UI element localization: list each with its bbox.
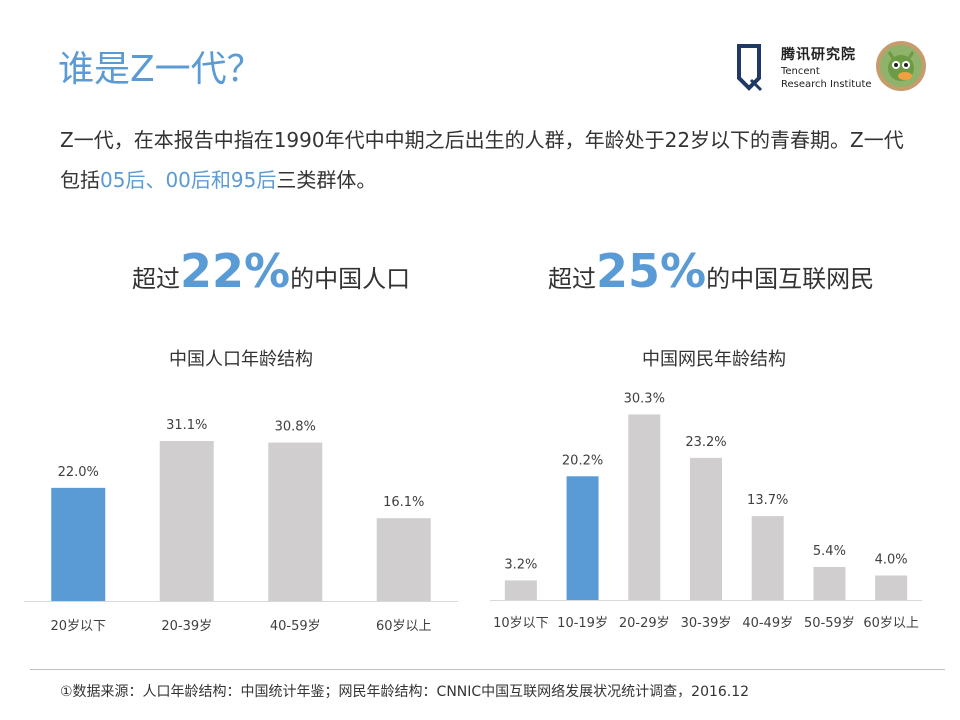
data-label: 4.0% <box>875 553 908 568</box>
data-label: 31.1% <box>166 418 207 433</box>
tencent-research-logo-icon <box>737 44 763 92</box>
data-label: 5.4% <box>813 544 846 559</box>
footnote-divider <box>30 669 945 670</box>
category-label: 10-19岁 <box>557 616 608 631</box>
bar <box>51 487 106 601</box>
category-label: 50-59岁 <box>804 616 855 631</box>
population-stat: 超过22%的中国人口 <box>132 244 410 298</box>
data-label: 30.3% <box>624 391 665 406</box>
mascot-badge-icon <box>876 41 926 91</box>
category-label: 10岁以下 <box>493 616 549 631</box>
bar <box>628 414 661 600</box>
logo-name-en-line1: Tencent <box>781 66 820 77</box>
footnote: ①数据来源：人口年龄结构：中国统计年鉴；网民年龄结构：CNNIC中国互联网络发展… <box>60 684 750 700</box>
logo-name-cn: 腾讯研究院 <box>781 47 856 63</box>
category-label: 40-59岁 <box>270 619 321 634</box>
data-label: 22.0% <box>58 465 99 480</box>
bar <box>751 516 784 600</box>
tencent-research-logo: 腾讯研究院 Tencent Research Institute <box>733 40 929 96</box>
stat-suffix: 的中国互联网民 <box>706 265 875 293</box>
chart-title: 中国网民年龄结构 <box>642 349 786 370</box>
netizen-stat: 超过25%的中国互联网民 <box>548 244 874 298</box>
data-label: 20.2% <box>562 453 603 468</box>
category-label: 30-39岁 <box>681 616 732 631</box>
bar <box>159 441 214 601</box>
data-label: 13.7% <box>747 493 788 508</box>
bar <box>376 518 431 601</box>
data-label: 3.2% <box>504 557 537 572</box>
bar <box>690 457 722 600</box>
stat-prefix: 超过 <box>132 265 180 293</box>
category-label: 60岁以上 <box>863 616 919 631</box>
data-label: 16.1% <box>383 495 424 510</box>
stat-value: 25% <box>596 244 707 298</box>
stat-suffix: 的中国人口 <box>290 265 411 293</box>
bar <box>875 575 908 600</box>
bar <box>566 476 599 600</box>
intro-highlight: 05后、00后和95后 <box>100 168 277 192</box>
category-label: 20岁以下 <box>50 619 106 634</box>
category-label: 20-29岁 <box>619 616 670 631</box>
bar <box>813 566 846 600</box>
category-label: 60岁以上 <box>376 619 432 634</box>
intro-paragraph: Z一代，在本报告中指在1990年代中中期之后出生的人群，年龄处于22岁以下的青春… <box>60 120 920 200</box>
category-label: 20-39岁 <box>161 619 212 634</box>
page-title: 谁是Z一代？ <box>58 49 263 90</box>
data-label: 30.8% <box>275 420 316 435</box>
stat-prefix: 超过 <box>548 265 596 293</box>
data-label: 23.2% <box>685 435 726 450</box>
logo-name-en-line2: Research Institute <box>781 79 872 90</box>
stat-value: 22% <box>180 244 291 298</box>
bar <box>268 442 323 601</box>
intro-text-after: 三类群体。 <box>276 168 377 192</box>
bar <box>504 580 537 600</box>
chart-title: 中国人口年龄结构 <box>169 349 313 370</box>
category-label: 40-49岁 <box>742 616 793 631</box>
intro-text-before: Z一代，在本报告中指在1990年代中中期之后出生的人群，年龄处于22岁以下的青春… <box>60 128 904 192</box>
